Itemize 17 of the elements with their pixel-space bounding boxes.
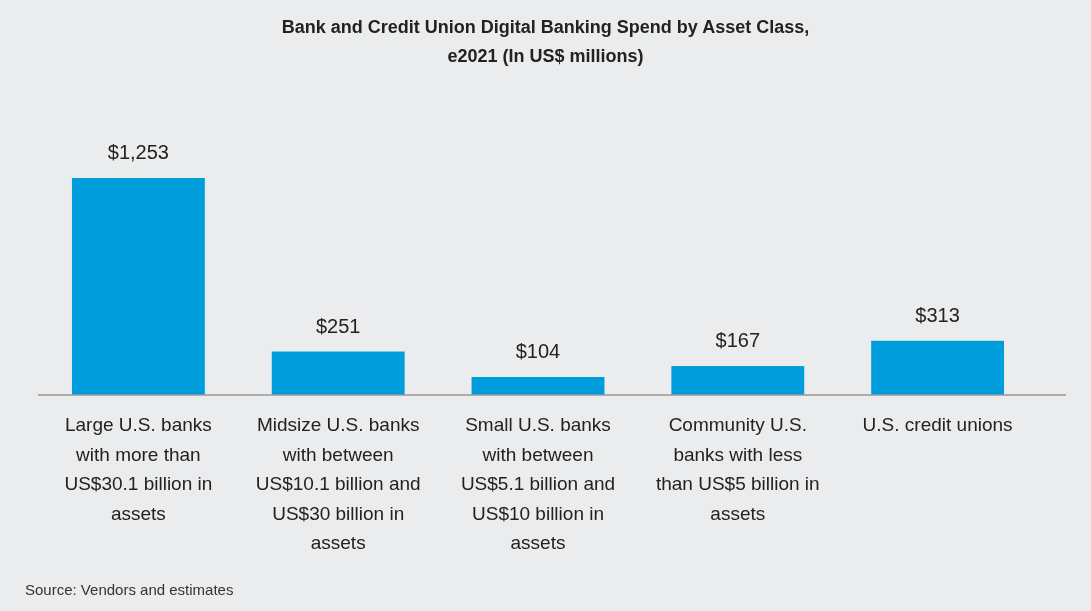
source-note: Source: Vendors and estimates: [25, 581, 234, 598]
chart-title: Bank and Credit Union Digital Banking Spend by Asset Class, e2021 (In US$ millions): [281, 17, 810, 66]
x-tick-label: Midsize U.S. banks with between US$10.1 billion and US$30 billion in assets: [255, 414, 421, 553]
bar: [671, 366, 805, 395]
data-label: $104: [515, 339, 561, 362]
x-tick-label: U.S. credit unions: [862, 414, 1013, 435]
bar: [871, 340, 1005, 395]
data-label: $251: [315, 314, 361, 337]
data-label: $313: [915, 303, 960, 326]
bar: [71, 178, 205, 395]
x-tick-label: Small U.S. banks with between US$5.1 billion and US$10 billion in assets: [460, 414, 616, 553]
bar: [471, 376, 605, 395]
data-label: $167: [715, 329, 761, 352]
x-tick-label: Large U.S. banks with more than US$30.1 billion in assets: [64, 414, 213, 524]
data-label: $1,253: [107, 141, 169, 163]
x-tick-label: Community U.S. banks with less than US$5 billion in assets: [655, 414, 820, 524]
bar: [271, 351, 405, 395]
